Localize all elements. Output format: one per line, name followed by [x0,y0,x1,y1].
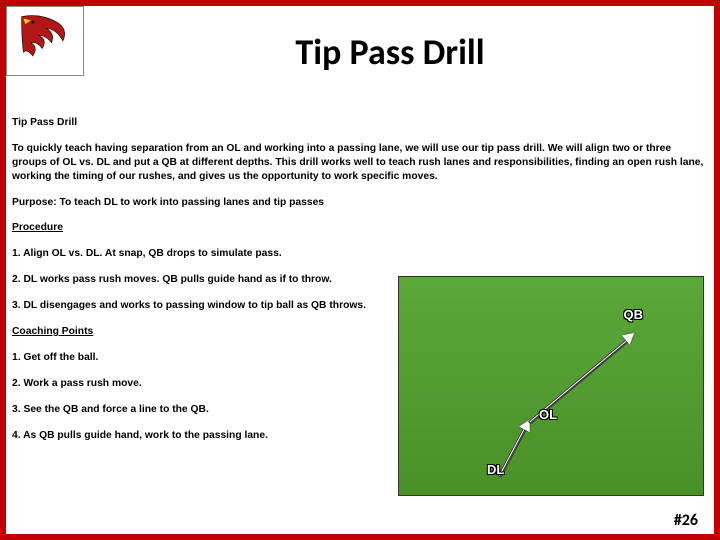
eagle-icon [12,11,78,71]
slide-container: Tip Pass Drill Tip Pass Drill To quickly… [0,0,720,540]
diagram-label-qb: QB [624,307,644,322]
diagram-label-ol: OL [539,407,557,422]
procedure-step: 1. Align OL vs. DL. At snap, QB drops to… [12,247,708,261]
diagram-label-dl: DL [487,462,504,477]
field-diagram: QB OL DL [398,276,704,496]
page-title: Tip Pass Drill [6,6,714,74]
procedure-heading: Procedure [12,221,708,235]
intro-paragraph: To quickly teach having separation from … [12,142,708,184]
slide-number: #26 [674,511,698,530]
team-logo [6,6,84,76]
drill-subtitle: Tip Pass Drill [12,116,708,130]
purpose-line: Purpose: To teach DL to work into passin… [12,196,708,210]
